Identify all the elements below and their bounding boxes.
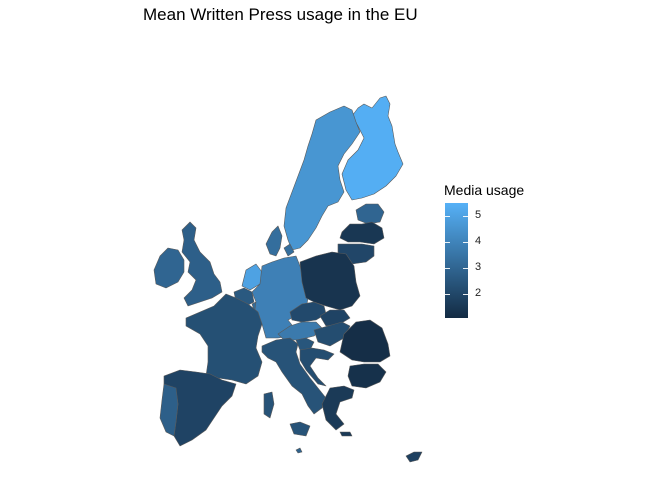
country-finland[interactable]: Finland	[341, 95, 404, 201]
legend-tick-label: 5	[475, 209, 482, 222]
country-croatia[interactable]: Croatia	[299, 347, 335, 387]
country-poland[interactable]: Poland	[299, 251, 361, 311]
country-slovenia[interactable]: Slovenia	[295, 337, 315, 351]
country-portugal[interactable]: Portugal	[159, 383, 179, 437]
color-legend: Media usage 5 4 3 2	[444, 182, 525, 318]
legend-tick-mark	[463, 294, 468, 296]
legend-tick-mark	[463, 242, 468, 244]
legend-tick-mark	[463, 268, 468, 270]
country-ireland[interactable]: Ireland	[153, 247, 185, 289]
country-germany[interactable]: Germany	[251, 255, 309, 339]
country-malta[interactable]: Malta	[295, 447, 303, 454]
country-estonia[interactable]: Estonia	[355, 203, 385, 225]
country-italy[interactable]: Italy	[261, 337, 327, 437]
country-cyprus[interactable]: Cyprus	[405, 451, 423, 463]
country-latvia[interactable]: Latvia	[339, 221, 385, 245]
country-sweden[interactable]: Sweden	[283, 105, 361, 251]
legend-tick-mark	[445, 242, 450, 244]
legend-tick-label: 2	[475, 287, 482, 300]
country-bulgaria[interactable]: Bulgaria	[347, 363, 387, 389]
country-greece[interactable]: Greece	[321, 385, 355, 437]
legend-tick-mark	[463, 216, 468, 218]
legend-tick-mark	[445, 268, 450, 270]
legend-tick-label: 3	[475, 261, 482, 274]
legend-tick-label: 4	[475, 235, 482, 248]
map-title: Mean Written Press usage in the EU	[143, 5, 418, 24]
legend-tick-mark	[445, 216, 450, 218]
country-romania[interactable]: Romania	[339, 319, 391, 363]
country-united-kingdom[interactable]: United Kingdom	[181, 221, 223, 307]
country-france[interactable]: France	[185, 293, 263, 385]
legend-color-bar	[445, 203, 468, 318]
legend-tick-mark	[445, 294, 450, 296]
legend-title: Media usage	[444, 182, 525, 198]
country-denmark[interactable]: Denmark	[265, 225, 295, 257]
